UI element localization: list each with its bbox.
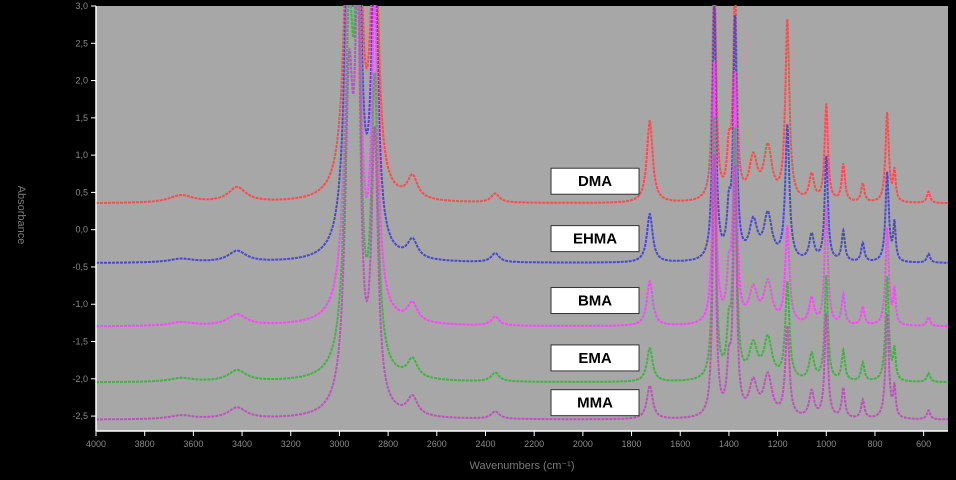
x-tick-label: 4000 <box>86 439 106 449</box>
x-tick-label: 1800 <box>622 439 642 449</box>
series-label-layer: DMA EHMA BMA EMA MMA <box>550 167 640 417</box>
series-line-dma <box>96 5 948 205</box>
x-tick-label: 3800 <box>135 439 155 449</box>
x-tick-label: 2600 <box>427 439 447 449</box>
series-label-mma: MMA <box>577 395 613 412</box>
x-tick-label: 2400 <box>475 439 495 449</box>
series-layer <box>96 5 948 421</box>
x-tick-label: 2000 <box>573 439 593 449</box>
y-tick-label: -1,5 <box>72 337 88 347</box>
x-tick-layer: 4000 3800 3600 3400 3200 3000 2800 2600 2400 2200… <box>86 431 931 449</box>
x-tick-label: 800 <box>867 439 882 449</box>
series-label-box <box>550 344 640 372</box>
x-tick-label: 1600 <box>670 439 690 449</box>
x-tick-label: 1400 <box>719 439 739 449</box>
series-line-ehma <box>96 5 948 264</box>
y-tick-label: -2,5 <box>72 411 88 421</box>
y-tick-label: 2,5 <box>75 38 88 48</box>
y-tick-label: 0,5 <box>75 187 88 197</box>
x-tick-label: 600 <box>916 439 931 449</box>
series-line-mma <box>96 5 948 421</box>
x-tick-label: 1200 <box>768 439 788 449</box>
y-axis-title: Absorbance <box>15 186 27 245</box>
series-label-box <box>550 167 640 195</box>
x-tick-label: 2200 <box>524 439 544 449</box>
series-label-ehma: EHMA <box>573 231 617 248</box>
y-tick-label: 1,0 <box>75 150 88 160</box>
y-tick-label: 3,0 <box>75 1 88 11</box>
series-line-ema <box>96 5 948 384</box>
y-tick-label: 2,0 <box>75 76 88 86</box>
series-label-ema: EMA <box>578 350 612 367</box>
x-tick-label: 1000 <box>816 439 836 449</box>
x-tick-label: 3400 <box>232 439 252 449</box>
x-tick-label: 3000 <box>329 439 349 449</box>
series-line-bma <box>96 5 948 328</box>
y-tick-label: -2,0 <box>72 374 88 384</box>
x-tick-label: 3200 <box>281 439 301 449</box>
x-tick-label: 2800 <box>378 439 398 449</box>
x-tick-label: 3600 <box>183 439 203 449</box>
y-tick-label: -0,5 <box>72 262 88 272</box>
y-tick-label: 1,5 <box>75 113 88 123</box>
plot-area <box>96 6 948 431</box>
y-tick-layer: 3,0 2,5 2,0 1,5 1,0 0,5 0,0 -0,5 -1,0 -1,5 -2,0 -2,… <box>72 1 96 421</box>
series-label-dma: DMA <box>578 173 612 190</box>
series-label-box <box>550 225 640 253</box>
x-axis-title: Wavenumbers (cm⁻¹) <box>469 460 574 472</box>
series-label-box <box>550 389 640 417</box>
y-tick-label: -1,0 <box>72 299 88 309</box>
series-label-box <box>550 287 640 315</box>
y-tick-label: 0,0 <box>75 225 88 235</box>
series-label-bma: BMA <box>578 293 612 310</box>
